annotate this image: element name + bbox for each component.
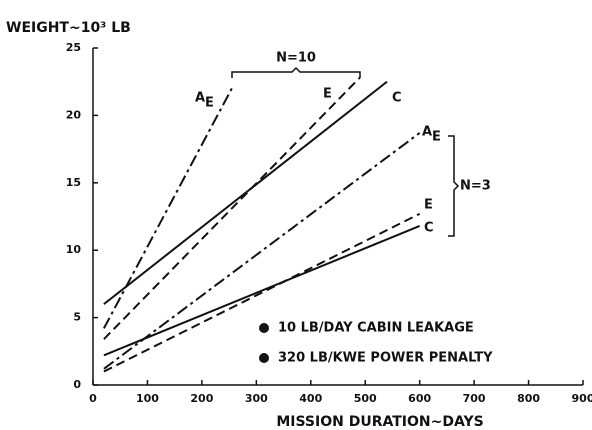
y-tick-label: 25 (66, 41, 81, 54)
series-label-sub: E (432, 130, 441, 145)
note: 320 LB/KWE POWER PENALTY (278, 351, 493, 366)
x-tick-label: 400 (299, 392, 322, 405)
x-tick-label: 900 (572, 392, 592, 405)
series-line (103, 76, 361, 340)
y-axis-title: WEIGHT~10³ LB (6, 20, 131, 36)
series-label: C (392, 91, 402, 106)
x-axis-title: MISSION DURATION~DAYS (276, 414, 483, 430)
series-label: E (323, 87, 332, 102)
x-tick-label: 300 (245, 392, 268, 405)
series-label: C (424, 221, 434, 236)
x-tick-label: 700 (463, 392, 486, 405)
x-tick-label: 0 (89, 392, 97, 405)
x-tick-label: 100 (136, 392, 159, 405)
group-label: N=3 (460, 179, 491, 194)
x-tick-label: 600 (408, 392, 431, 405)
note: 10 LB/DAY CABIN LEAKAGE (278, 321, 474, 336)
x-tick-label: 800 (517, 392, 540, 405)
series-label: E (424, 198, 433, 213)
bullet (259, 353, 269, 363)
series-label: A (195, 91, 205, 106)
y-tick-label: 0 (73, 378, 81, 391)
series-line (103, 132, 421, 370)
y-tick-label: 20 (66, 108, 82, 121)
series-line (103, 87, 233, 329)
x-tick-label: 200 (190, 392, 213, 405)
brace-n3 (448, 135, 460, 237)
series-label: A (422, 125, 432, 140)
series-line (103, 225, 421, 357)
y-tick-label: 5 (73, 311, 81, 324)
series-label-sub: E (205, 96, 214, 111)
y-tick-label: 15 (66, 176, 81, 189)
series-line (103, 80, 388, 305)
x-tick-label: 500 (354, 392, 377, 405)
bullet (259, 323, 269, 333)
y-tick-label: 10 (66, 243, 82, 256)
series-line (103, 212, 421, 373)
brace-n10 (231, 66, 361, 78)
group-label: N=10 (276, 51, 316, 66)
